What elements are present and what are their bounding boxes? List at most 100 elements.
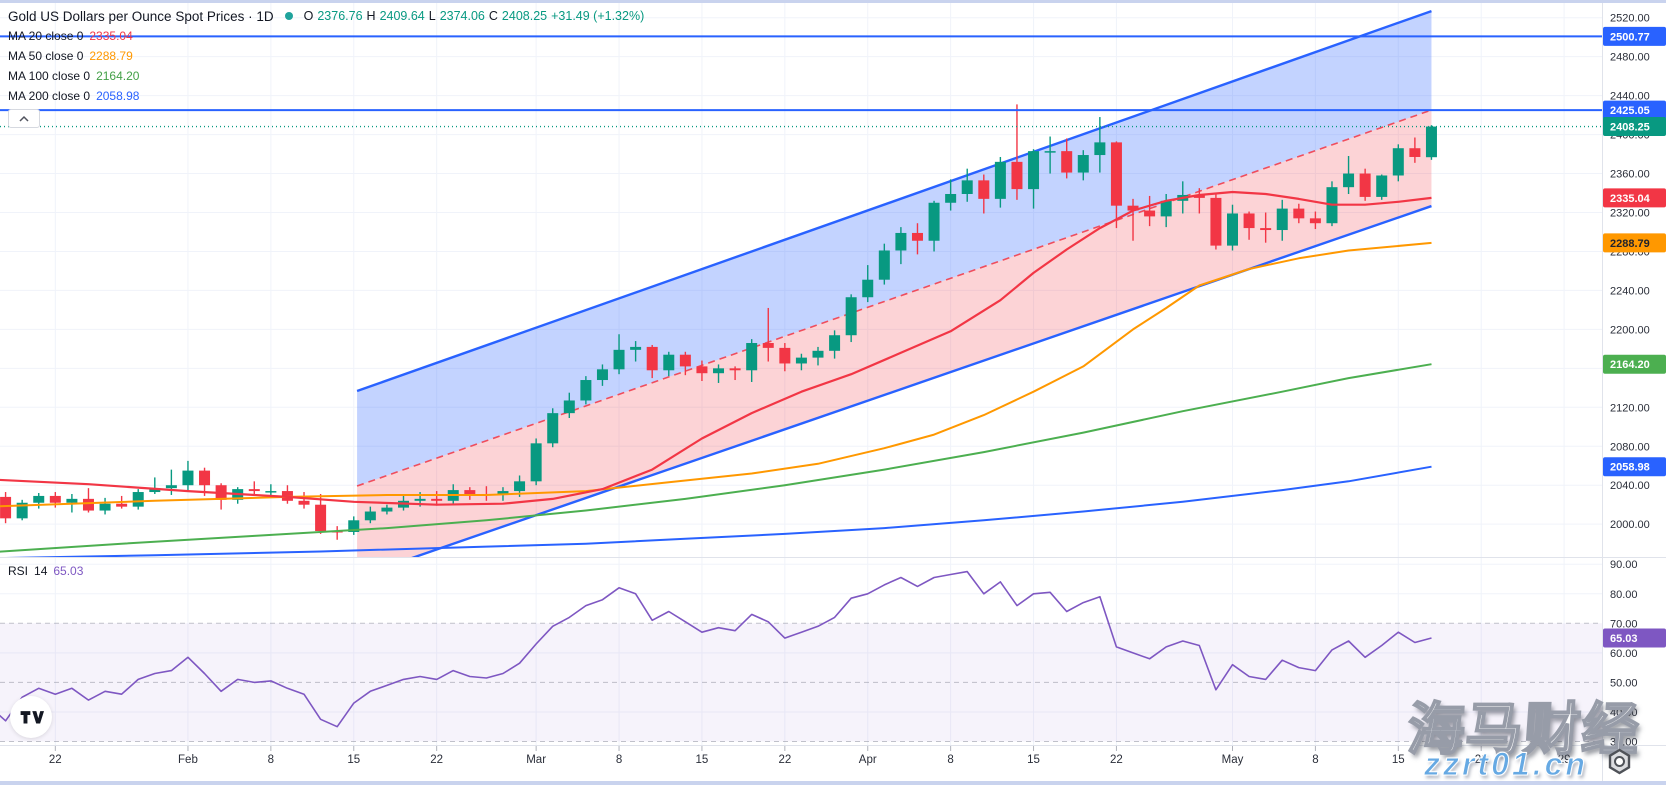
candle: [779, 347, 791, 364]
close-label: C: [488, 9, 498, 23]
open-label: O: [303, 9, 314, 23]
candle: [1309, 218, 1321, 224]
candle: [1144, 210, 1156, 217]
candle: [348, 520, 360, 532]
candle: [1343, 173, 1355, 188]
ma-line-ma50: [0, 241, 1432, 508]
candle: [514, 481, 526, 492]
candle: [1127, 205, 1139, 211]
ma-line-ma100: [0, 363, 1432, 553]
close-value: 2408.25: [501, 9, 548, 23]
indicator-row-ma100[interactable]: MA 100 close 0 2164.20: [8, 66, 644, 86]
candle: [1359, 173, 1371, 197]
ma20-label: MA 20 close 0: [8, 29, 84, 43]
indicator-row-ma20[interactable]: MA 20 close 0 2335.04: [8, 26, 644, 46]
svg-text:2520.00: 2520.00: [1610, 13, 1650, 25]
svg-text:15: 15: [696, 754, 709, 766]
svg-text:2425.05: 2425.05: [1610, 105, 1650, 117]
candle: [497, 491, 509, 495]
candle: [812, 350, 824, 358]
channel-upper-line: [356, 9, 1432, 393]
candle: [729, 368, 741, 371]
low-value: 2374.06: [439, 9, 485, 23]
candle: [364, 511, 376, 521]
price-axis-badge: [1603, 117, 1666, 137]
tradingview-logo[interactable]: [10, 696, 52, 738]
svg-text:8: 8: [268, 754, 274, 766]
symbol-title[interactable]: Gold US Dollars per Ounce Spot Prices · …: [8, 8, 274, 24]
candle: [663, 354, 675, 371]
rsi-pane[interactable]: [0, 570, 1602, 742]
ma20-value: 2335.04: [89, 29, 133, 43]
candle: [978, 180, 990, 199]
price-axis-badge: [1603, 100, 1666, 120]
svg-text:2408.25: 2408.25: [1610, 122, 1650, 134]
candle: [1094, 142, 1106, 156]
legend: Gold US Dollars per Ounce Spot Prices · …: [8, 6, 644, 106]
candle: [1210, 197, 1222, 246]
price-pane[interactable]: [0, 9, 1437, 577]
high-label: H: [366, 9, 376, 23]
time-axis[interactable]: 22 Feb 8 15 22 Mar 8 15 22 Apr 8 15 22 May 8 15 22 29: [49, 754, 1571, 766]
channel-mid-line: [356, 109, 1432, 487]
svg-text:2360.00: 2360.00: [1610, 169, 1650, 181]
candle: [199, 470, 211, 486]
candle: [33, 495, 45, 503]
ma100-label: MA 100 close 0: [8, 69, 91, 83]
svg-text:15: 15: [1027, 754, 1040, 766]
svg-text:8: 8: [1312, 754, 1318, 766]
candle: [1110, 142, 1122, 206]
rsi-value: 65.03: [53, 564, 84, 578]
svg-text:80.00: 80.00: [1610, 589, 1638, 601]
svg-text:22: 22: [778, 754, 791, 766]
candle: [116, 503, 128, 507]
change-value: +31.49 (+1.32%): [551, 9, 645, 23]
svg-text:Apr: Apr: [859, 754, 877, 766]
candle: [696, 366, 708, 374]
rsi-period: 14: [34, 564, 48, 578]
rsi-label: RSI: [8, 564, 29, 578]
candle: [165, 485, 177, 489]
symbol-title-row[interactable]: Gold US Dollars per Ounce Spot Prices · …: [8, 6, 644, 26]
svg-text:2500.77: 2500.77: [1610, 31, 1650, 43]
svg-text:2200.00: 2200.00: [1610, 324, 1650, 336]
candle: [862, 279, 874, 298]
rsi-indicator-row[interactable]: RSI 14 65.03: [8, 564, 83, 578]
tradingview-logo-icon: [20, 711, 44, 724]
svg-text:2040.00: 2040.00: [1610, 480, 1650, 492]
candle: [1409, 148, 1421, 157]
candle: [1392, 148, 1404, 176]
candle: [746, 343, 758, 371]
candle: [1061, 151, 1073, 173]
candle: [1044, 151, 1056, 153]
candle: [99, 503, 111, 511]
svg-text:2440.00: 2440.00: [1610, 91, 1650, 103]
svg-text:70.00: 70.00: [1610, 618, 1638, 630]
ma50-value: 2288.79: [89, 49, 133, 63]
candle: [762, 343, 774, 348]
svg-text:2000.00: 2000.00: [1610, 519, 1650, 531]
candle: [530, 443, 542, 482]
price-axis-badge: [1603, 457, 1666, 477]
candle: [795, 357, 807, 364]
collapse-legend-button[interactable]: [8, 109, 40, 128]
market-status-icon: [284, 12, 293, 20]
svg-text:2164.20: 2164.20: [1610, 359, 1650, 371]
candle: [265, 491, 277, 493]
ma200-value: 2058.98: [96, 89, 140, 103]
candle: [945, 193, 957, 203]
indicator-row-ma50[interactable]: MA 50 close 0 2288.79: [8, 46, 644, 66]
svg-text:15: 15: [347, 754, 360, 766]
svg-text:22: 22: [1110, 754, 1123, 766]
svg-text:22: 22: [430, 754, 443, 766]
candle: [895, 232, 907, 251]
candle: [298, 500, 310, 505]
candle: [1160, 200, 1172, 217]
price-axis-badge: [1603, 233, 1666, 253]
candle: [1425, 126, 1437, 158]
indicator-row-ma200[interactable]: MA 200 close 0 2058.98: [8, 86, 644, 106]
svg-text:2480.00: 2480.00: [1610, 52, 1650, 64]
watermark-hex-icon: [1606, 748, 1633, 780]
